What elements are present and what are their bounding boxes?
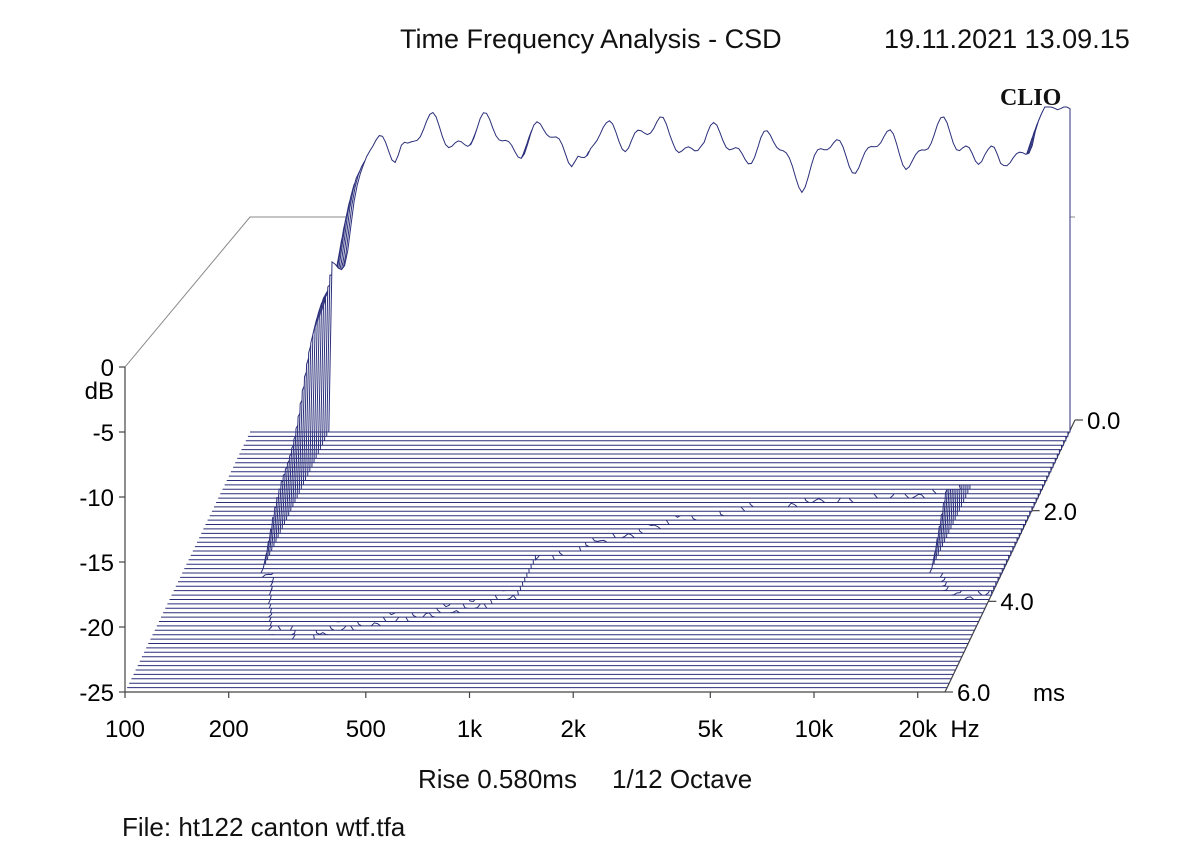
waterfall-slice <box>150 535 971 640</box>
db-tick-label: -25 <box>79 680 114 707</box>
db-tick-label: -10 <box>79 485 114 512</box>
time-axis-label: ms <box>1033 680 1065 707</box>
waterfall-slice <box>250 106 1071 433</box>
frequency-tick-label: 200 <box>208 716 249 743</box>
time-tick-label: 2.0 <box>1043 498 1078 526</box>
smoothing-label: 1/12 Octave <box>612 764 753 794</box>
measurement-datetime: 19.11.2021 13.09.15 <box>884 24 1130 54</box>
brand-logo-text: CLIO <box>1000 85 1062 111</box>
db-tick-label: -20 <box>79 615 114 642</box>
db-tick-label: -5 <box>92 420 114 447</box>
waterfall-slices <box>125 106 1071 693</box>
frequency-tick-label: 5k <box>697 716 723 743</box>
frequency-tick-label: 2k <box>560 716 586 743</box>
db-axis-label: dB <box>84 378 114 406</box>
rise-time-label: Rise 0.580ms <box>418 764 577 794</box>
frequency-tick-label: 1k <box>456 716 483 743</box>
frequency-tick-label: 100 <box>104 716 146 743</box>
waterfall-slice <box>154 518 975 631</box>
waterfall-slice <box>152 526 973 636</box>
frequency-tick-label: 20k <box>898 716 938 743</box>
frequency-tick-label: 10k <box>794 716 834 743</box>
time-tick-label: 0.0 <box>1087 408 1121 435</box>
time-tick-label: 4.0 <box>1000 589 1034 617</box>
db-tick-label: -15 <box>79 550 114 577</box>
file-name-label: File: ht122 canton wtf.tfa <box>122 812 406 842</box>
chart-title: Time Frequency Analysis - CSD <box>400 24 782 54</box>
time-tick-label: 6.0 <box>957 680 991 707</box>
frequency-axis-label: Hz <box>950 716 980 743</box>
db-tick-label: 0 <box>100 355 114 382</box>
axis-ticks <box>119 366 1083 698</box>
frequency-tick-label: 500 <box>345 716 386 743</box>
